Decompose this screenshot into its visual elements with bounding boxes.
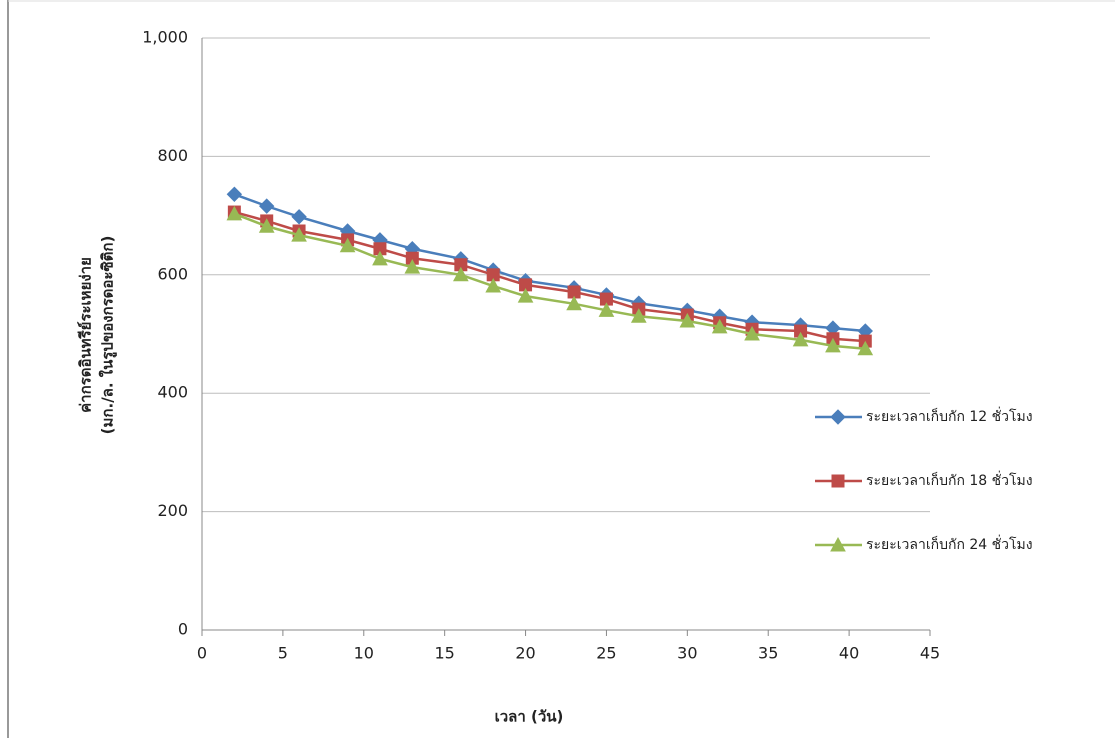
x-tick-label: 0 [197, 644, 207, 663]
x-tick-label: 10 [354, 644, 374, 663]
marker [291, 209, 307, 225]
series-line [233, 193, 866, 333]
y-tick-label: 400 [157, 383, 188, 402]
marker [825, 337, 841, 353]
x-tick-label: 40 [839, 644, 859, 663]
marker [404, 259, 421, 274]
marker [259, 198, 275, 214]
y-tick-label: 0 [178, 620, 188, 639]
y-tick-label: 200 [157, 501, 188, 520]
marker [517, 288, 534, 303]
series-line [233, 212, 866, 351]
legend-label: ระยะเวลาเก็บกัก 18 ชั่วโมง [866, 471, 1033, 489]
x-tick-label: 15 [434, 644, 454, 663]
marker [226, 205, 243, 221]
y-axis-title: ค่ากรดอินทรีย์ระเหยง่าย (มก./ล. ในรูปของ… [77, 236, 118, 435]
x-tick-label: 25 [596, 644, 616, 663]
marker [258, 218, 275, 233]
legend-label: ระยะเวลาเก็บกัก 12 ชั่วโมง [866, 407, 1033, 425]
marker [831, 474, 845, 488]
marker [339, 237, 356, 253]
x-tick-label: 35 [758, 644, 778, 663]
legend-label: ระยะเวลาเก็บกัก 24 ชั่วโมง [866, 535, 1033, 553]
marker [792, 331, 809, 347]
x-tick-label: 30 [677, 644, 697, 663]
marker [744, 325, 760, 341]
y-axis-title-line: ค่ากรดอินทรีย์ระเหยง่าย [77, 257, 95, 413]
marker [857, 340, 874, 356]
marker [291, 227, 307, 242]
y-tick-label: 1,000 [142, 28, 188, 47]
y-axis-title-line: (มก./ล. ในรูปของกรดอะซิติก) [99, 236, 118, 435]
marker [830, 536, 846, 552]
series-line [234, 210, 866, 343]
marker [566, 295, 582, 311]
marker [485, 277, 502, 293]
x-tick-label: 45 [920, 644, 940, 663]
marker [630, 308, 647, 323]
x-tick-label: 5 [278, 644, 288, 663]
marker [711, 318, 728, 334]
marker [830, 409, 846, 425]
y-tick-label: 600 [157, 264, 188, 283]
x-axis-title: เวลา (วัน) [495, 708, 564, 726]
marker [226, 186, 243, 202]
y-tick-label: 800 [157, 146, 188, 165]
marker [598, 302, 615, 317]
marker [372, 250, 388, 266]
x-tick-label: 20 [515, 644, 535, 663]
marker [679, 312, 696, 328]
marker [453, 266, 469, 282]
